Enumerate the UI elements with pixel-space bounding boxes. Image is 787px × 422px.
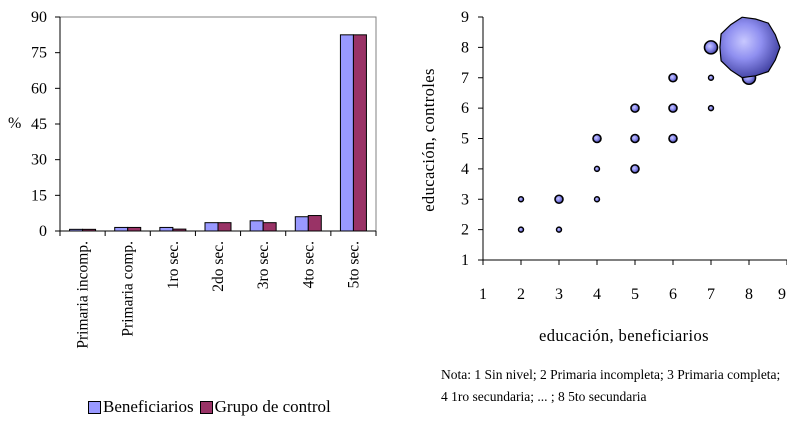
scatter-y-axis-label: educación, controles	[419, 68, 438, 212]
scatter-y-tick-label: 2	[461, 222, 469, 239]
bar-y-tick-label: 30	[31, 152, 47, 169]
bar-x-tick-label: 2do sec.	[210, 241, 227, 292]
bar-y-tick-label: 75	[31, 45, 47, 62]
scatter-bubble	[719, 16, 781, 79]
scatter-x-tick-label: 5	[631, 286, 639, 303]
bar-grupo-control	[352, 34, 367, 232]
bar-x-tick-label: Primaria comp.	[120, 241, 137, 337]
scatter-bubble	[707, 104, 715, 112]
bar-beneficiarios	[339, 34, 354, 232]
bar-beneficiarios	[249, 220, 264, 232]
scatter-x-tick-label: 3	[555, 286, 563, 303]
bar-y-ticks: 0 15 30 45 60 75 90	[31, 9, 60, 240]
bar-plot-frame	[59, 16, 377, 232]
scatter-y-tick-label: 8	[461, 39, 469, 56]
scatter-y-tick-label: 5	[461, 131, 469, 148]
scatter-bubble	[517, 226, 525, 233]
scatter-y-tick-label: 1	[461, 252, 469, 269]
scatter-x-tick-label: 9	[778, 286, 786, 303]
bar-x-ticks: Primaria incomp. Primaria comp. 1ro sec. 2d…	[59, 231, 377, 349]
bar-beneficiarios	[159, 226, 174, 232]
scatter-chart: 1 2 3 4 5 6 7 8 9 1 2 3 4 5 6 7 8 9 educación, beneficia…	[419, 9, 787, 345]
scatter-bubble	[668, 72, 678, 83]
scatter-bubble	[554, 194, 564, 205]
scatter-bubble	[517, 196, 525, 203]
scatter-bubble	[668, 133, 678, 144]
bar-legend: Beneficiarios Grupo de control	[88, 397, 337, 417]
legend-label-beneficiarios: Beneficiarios	[103, 397, 194, 416]
bar-y-tick-label: 45	[31, 116, 47, 133]
scatter-y-tick-label: 4	[461, 161, 469, 178]
scatter-x-tick-label: 6	[669, 286, 677, 303]
bar-x-tick-label: 5to sec.	[345, 241, 362, 288]
bar-y-tick-label: 15	[31, 187, 47, 204]
scatter-y-ticks: 1 2 3 4 5 6 7 8 9	[461, 9, 483, 269]
legend-label-grupo-control: Grupo de control	[214, 397, 331, 416]
scatter-bubble	[703, 40, 719, 55]
scatter-x-tick-label: 2	[517, 286, 525, 303]
scatter-y-tick-label: 9	[461, 9, 469, 26]
bar-x-tick-label: Primaria incomp.	[75, 241, 92, 349]
bar-beneficiarios	[204, 222, 219, 232]
scatter-x-axis-label: educación, beneficiarios	[539, 326, 709, 345]
bar-y-axis-label: %	[8, 115, 21, 132]
scatter-bubble	[630, 133, 640, 144]
scatter-y-tick-label: 6	[461, 100, 469, 117]
bar-x-tick-label: 4to sec.	[300, 241, 317, 288]
bar-chart: 0 15 30 45 60 75 90 Primaria incomp. Primaria c…	[8, 9, 377, 349]
bar-beneficiarios	[69, 228, 84, 232]
scatter-x-tick-label: 4	[593, 286, 601, 303]
legend-item-beneficiarios: Beneficiarios	[88, 397, 194, 417]
scatter-x-tick-label: 1	[479, 286, 487, 303]
bar-grupo-control	[307, 215, 322, 232]
scatter-bubble	[668, 103, 678, 113]
scatter-bubble	[592, 133, 602, 144]
legend-swatch-beneficiarios	[88, 400, 101, 414]
scatter-points	[517, 16, 781, 233]
bar-y-tick-label: 60	[31, 80, 47, 97]
bar-beneficiarios	[114, 226, 129, 232]
bar-y-tick-label: 90	[31, 9, 47, 26]
legend-swatch-grupo-control	[199, 400, 213, 414]
bar-y-tick-label: 0	[39, 223, 47, 240]
bar-grupo-control	[82, 228, 97, 232]
scatter-y-tick-label: 3	[461, 191, 469, 208]
scatter-bubble	[630, 103, 640, 113]
bar-series	[69, 34, 367, 232]
bar-grupo-control	[217, 222, 232, 232]
bar-x-tick-label: 3ro sec.	[255, 241, 272, 289]
bar-grupo-control	[262, 222, 277, 232]
scatter-y-tick-label: 7	[461, 70, 469, 87]
bar-beneficiarios	[294, 216, 309, 232]
scatter-bubble	[593, 165, 601, 173]
scatter-x-ticks: 1 2 3 4 5 6 7 8 9	[479, 260, 787, 303]
bar-grupo-control	[127, 226, 142, 232]
scatter-bubble	[593, 196, 601, 203]
chart-note: Nota: 1 Sin nivel; 2 Primaria incompleta…	[441, 367, 781, 404]
scatter-bubble	[555, 226, 563, 233]
scatter-bubble	[630, 164, 640, 174]
scatter-x-tick-label: 8	[745, 286, 753, 303]
scatter-x-tick-label: 7	[707, 286, 715, 303]
bar-x-tick-label: 1ro sec.	[165, 241, 182, 289]
bar-grupo-control	[172, 228, 187, 232]
scatter-bubble	[707, 74, 715, 81]
legend-item-grupo-control: Grupo de control	[199, 397, 331, 417]
